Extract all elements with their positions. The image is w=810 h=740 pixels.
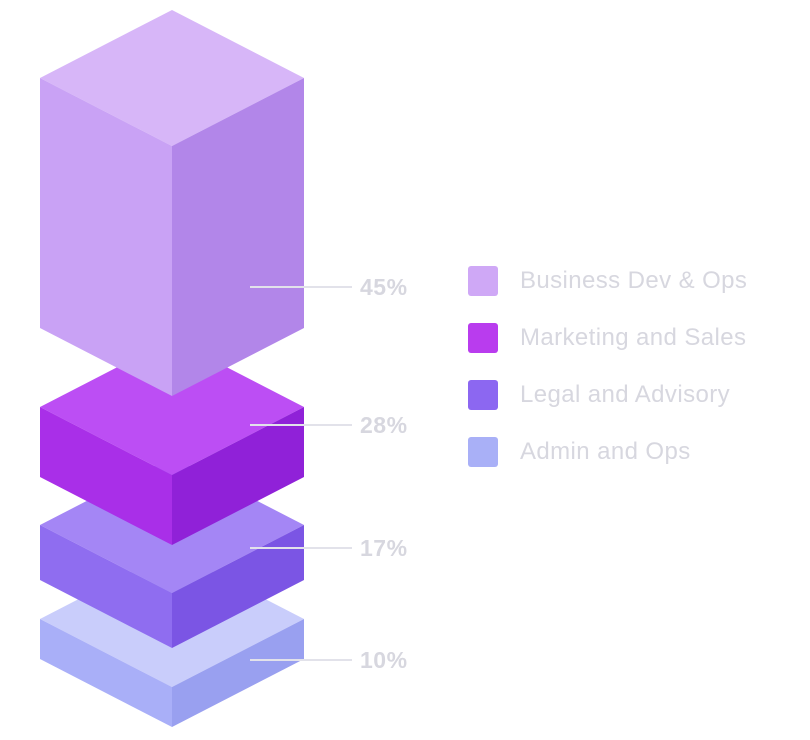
legend-item: Admin and Ops (468, 437, 747, 467)
iso-box-left-face (40, 525, 172, 648)
legend-label: Legal and Advisory (520, 381, 731, 408)
percent-label: 10% (360, 647, 408, 673)
legend-swatch (468, 437, 498, 467)
iso-box-right-face (172, 407, 304, 545)
iso-bar-chart: 45% 28% 17% 10% (40, 10, 408, 727)
legend-swatch (468, 380, 498, 410)
iso-box-right-face (172, 525, 304, 648)
legend-label: Business Dev & Ops (520, 267, 748, 294)
legend-label: Marketing and Sales (520, 324, 747, 351)
legend-item: Marketing and Sales (468, 323, 747, 353)
percent-label: 28% (360, 412, 408, 438)
percent-label: 45% (360, 274, 408, 300)
legend-item: Business Dev & Ops (468, 266, 747, 296)
iso-box-right-face (172, 619, 304, 727)
legend-swatch (468, 323, 498, 353)
iso-box-left-face (40, 407, 172, 545)
legend-item: Legal and Advisory (468, 380, 747, 410)
legend-swatch (468, 266, 498, 296)
percent-label: 17% (360, 535, 408, 561)
iso-box-left-face (40, 78, 172, 396)
legend: Business Dev & Ops Marketing and Sales L… (468, 266, 747, 467)
legend-label: Admin and Ops (520, 438, 691, 465)
iso-box-right-face (172, 78, 304, 396)
iso-box-left-face (40, 619, 172, 727)
